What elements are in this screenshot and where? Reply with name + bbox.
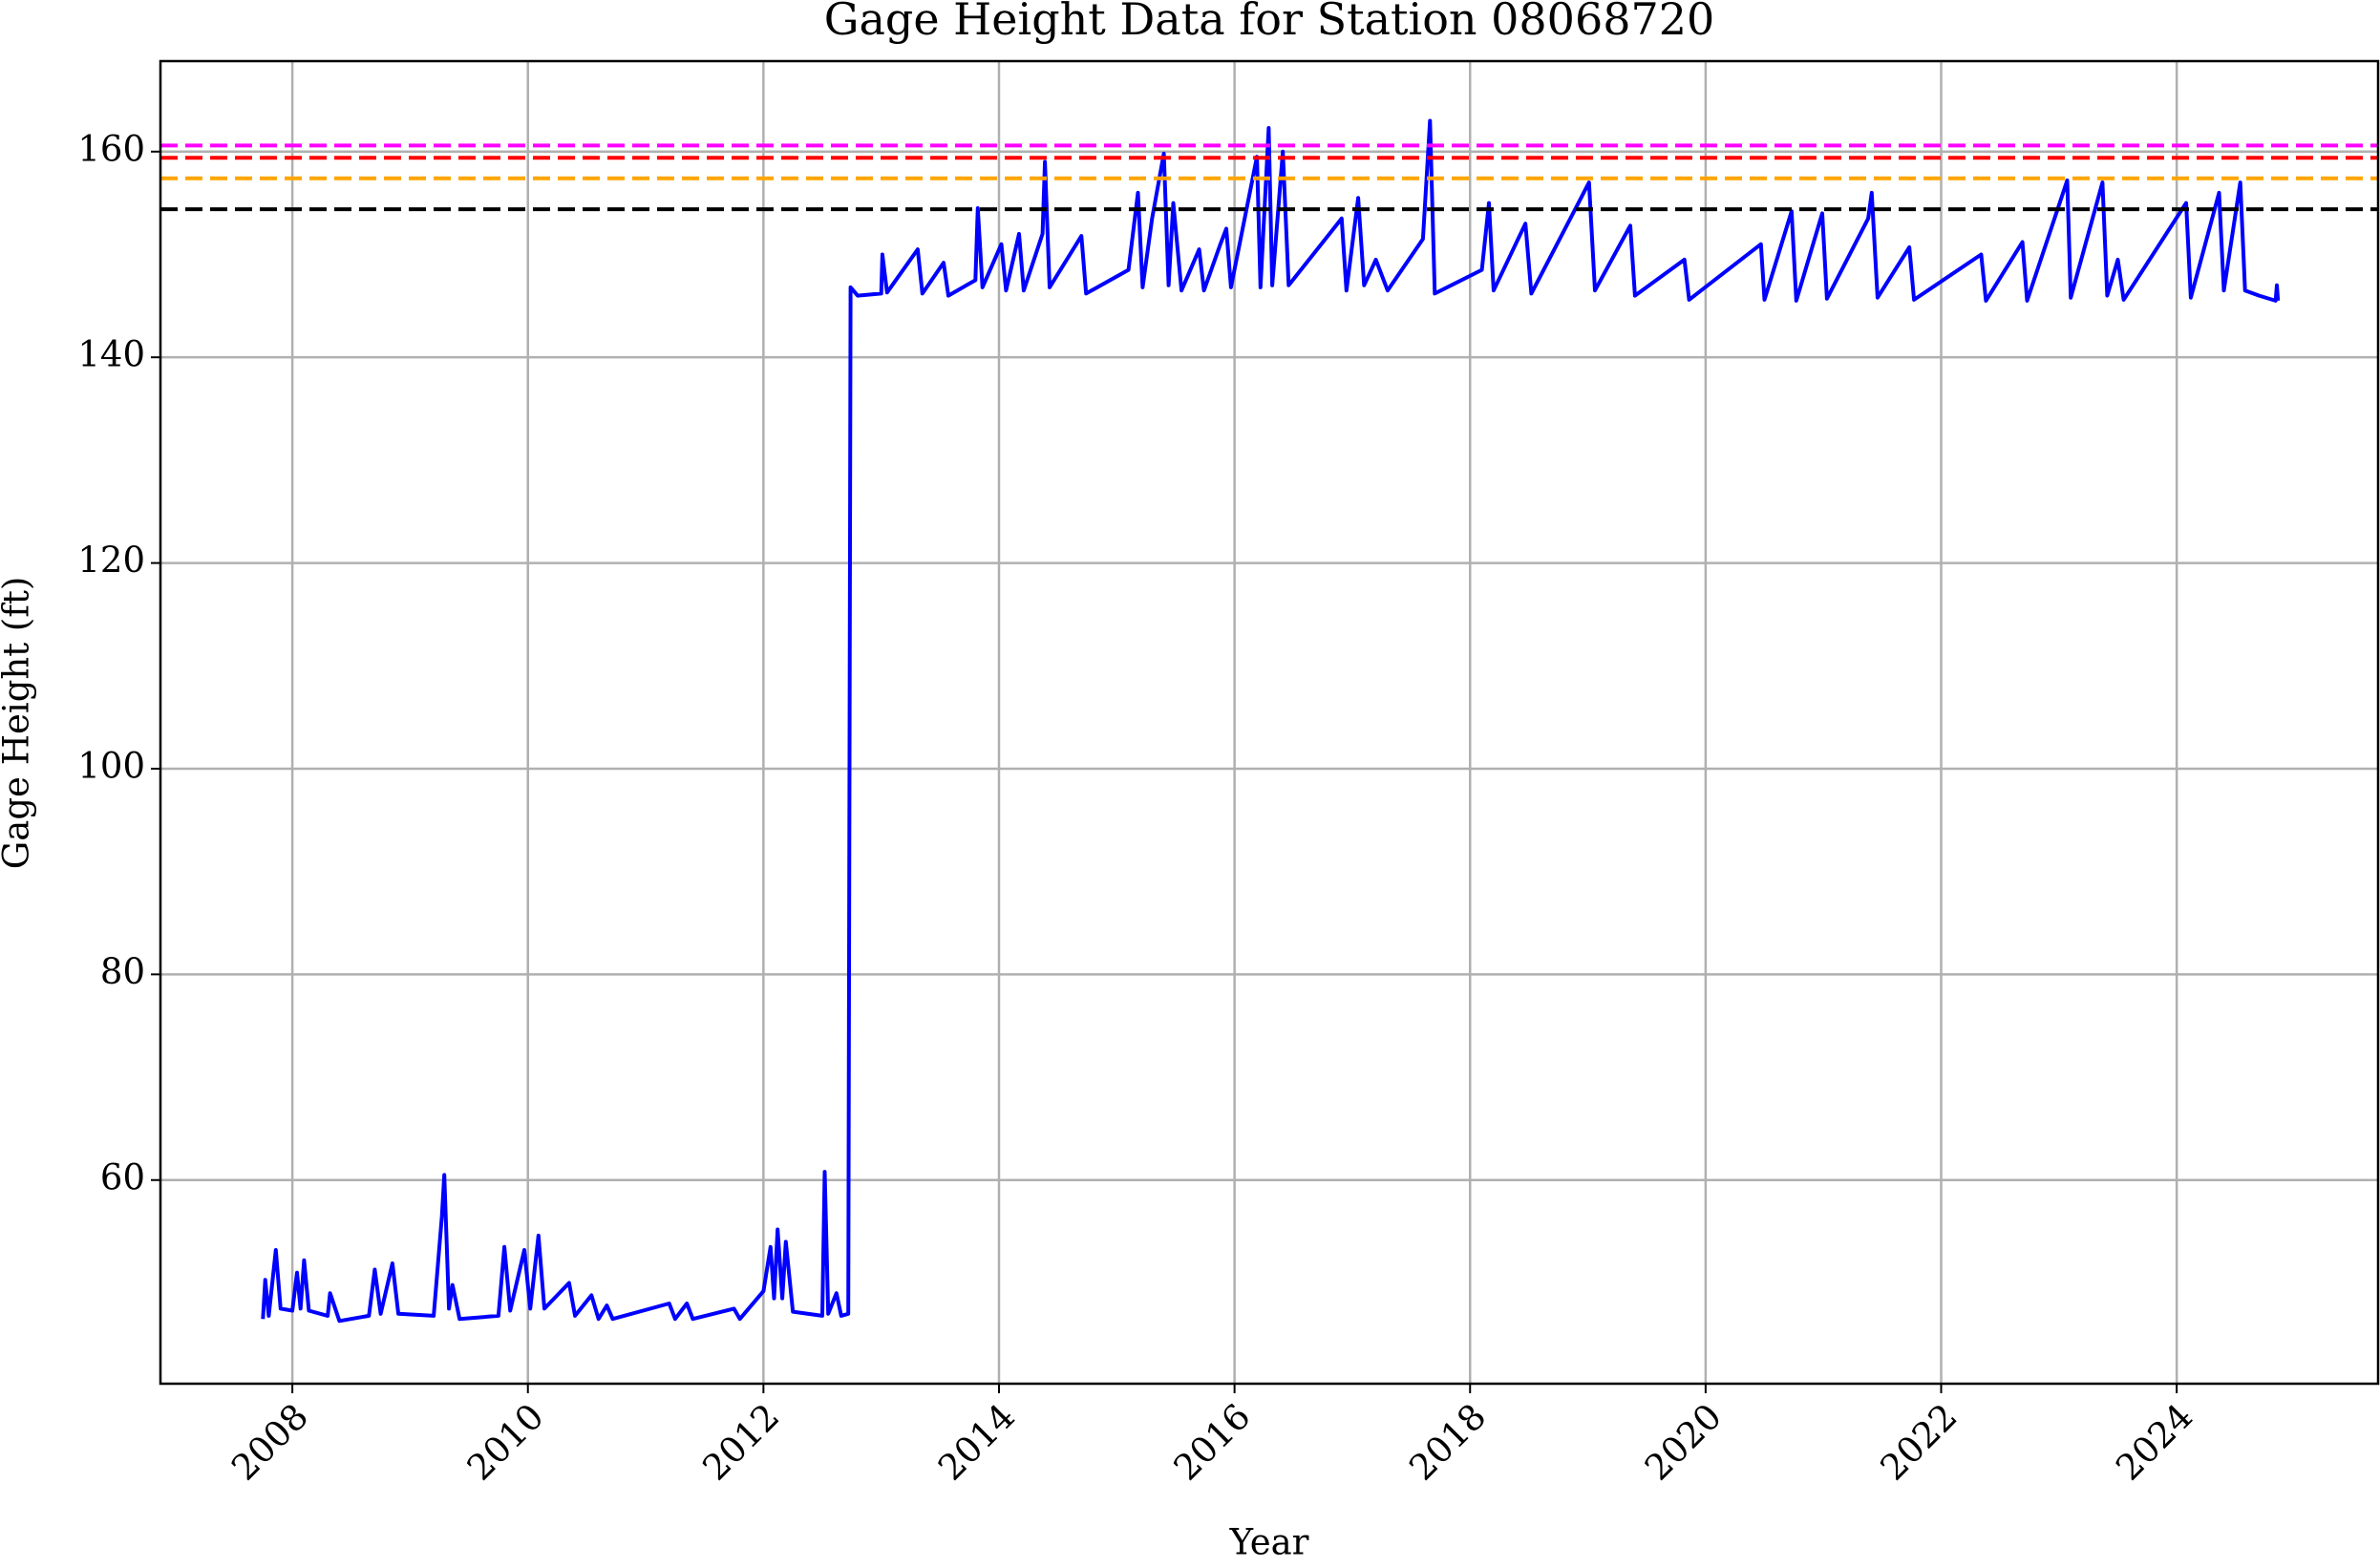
- y-tick-label: 160: [77, 128, 145, 169]
- plot-frame: [159, 59, 2380, 1386]
- x-tick-label: 2010: [459, 1396, 552, 1489]
- x-tick-label: 2016: [1166, 1396, 1259, 1489]
- y-tick-label: 80: [100, 951, 145, 992]
- chart-title: Gage Height Data for Station 08068720: [824, 0, 1715, 45]
- y-axis-label: Gage Height (ft): [0, 577, 37, 870]
- y-tick-label: 140: [77, 334, 145, 375]
- y-tick-label: 60: [100, 1156, 145, 1197]
- x-axis-label: Year: [1229, 1522, 1309, 1563]
- x-tick-label: 2018: [1401, 1396, 1494, 1489]
- x-tick-label: 2012: [694, 1396, 787, 1489]
- x-tick-label: 2024: [2108, 1396, 2200, 1489]
- data-line: [261, 118, 2281, 1324]
- x-tick-label: 2014: [930, 1396, 1023, 1489]
- x-tick-label: 2020: [1637, 1396, 1730, 1489]
- y-tick-label: 100: [77, 745, 145, 786]
- x-tick-label: 2022: [1873, 1396, 1966, 1489]
- x-tick-label: 2008: [223, 1396, 316, 1489]
- y-tick-label: 120: [77, 540, 145, 581]
